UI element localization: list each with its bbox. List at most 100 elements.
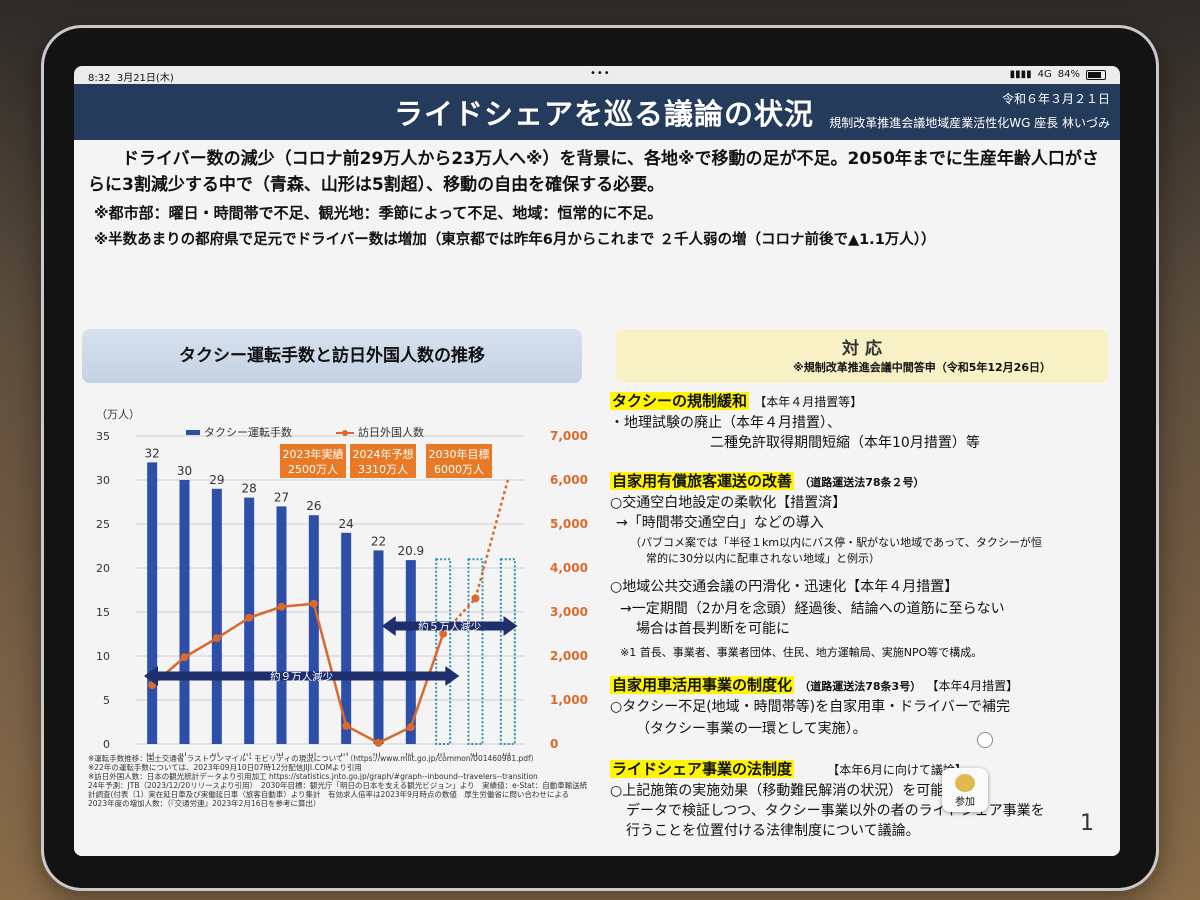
visitor-point (342, 721, 351, 730)
x-tick-label: 2020年 (338, 752, 352, 756)
bar-label: 27 (274, 490, 289, 504)
arrow-label: 約５万人減少 (418, 620, 481, 633)
x-tick-label: 2025年 (500, 752, 514, 756)
taxi-driver-visitor-chart: （万人） 0 5 10 15 20 25 30 35 0 1,000 2,000 3,000 4,000 5… (96, 408, 588, 756)
section-private-car: 自家用車活用事業の制度化 （道路運送法78条3号） 【本年4月措置】 (610, 674, 1018, 695)
bar-2015年 (179, 480, 190, 744)
zoom-join-button[interactable]: 参加 (942, 768, 988, 812)
visitor-point (471, 594, 480, 603)
y-tick-right: 0 (550, 737, 558, 751)
text-line: 二種免許取得期間短縮（本年10月措置）等 (710, 435, 980, 451)
zoom-hand-icon (955, 774, 975, 792)
footnote-line: 計調査(付表（1）実在延日車及び実働延日車（旅客自動車）より集計 有効求人倍率は… (88, 790, 570, 799)
callout-line: 6000万人 (434, 463, 484, 476)
visitor-point (406, 723, 415, 732)
bar-2014年 (147, 462, 158, 744)
bar-label: 24 (339, 517, 354, 531)
text-line: （パブコメ案では「半径１km以内にバス停・駅がない地域であって、タクシーが恒 (630, 536, 1042, 549)
bar-label: 22 (371, 534, 386, 548)
visitor-point (309, 599, 318, 608)
y-tick-left: 10 (96, 650, 110, 663)
projected-bar-2024年 (467, 558, 484, 745)
callout-box (350, 444, 416, 478)
callout-line: 2500万人 (288, 463, 338, 476)
bar-2016年 (211, 488, 222, 744)
arrow-label: 約９万人減少 (270, 670, 333, 683)
section-rideshare-law: ライドシェア事業の法制度 【本年6月に向けて議論】 (610, 758, 967, 779)
y-tick-right: 5,000 (550, 517, 588, 531)
bar-2020年 (341, 532, 352, 744)
callout-line: 3310万人 (358, 463, 408, 476)
legend-swatch-bars (186, 430, 200, 435)
text-line: 常的に30分以内に配車されない地域」と例示） (646, 552, 880, 565)
text-line: ○上記施策の実施効果（移動難民解消の状況）を可能な限り (610, 783, 987, 799)
page-number: 1 (1080, 811, 1094, 836)
text-line: 行うことを位置付ける法律制度について議論。 (626, 823, 920, 839)
y-tick-left: 0 (103, 738, 110, 751)
visitor-point (277, 602, 286, 611)
bar-label: 32 (145, 446, 160, 460)
footnote-line: ※訪日外国人数：日本の観光統計データより引用加工 https://statist… (88, 772, 538, 781)
text-line: ※1 首長、事業者、事業者団体、住民、地方運輸局、実施NPO等で構成。 (620, 646, 983, 659)
y-tick-left: 30 (96, 474, 110, 487)
y-tick-right: 7,000 (550, 429, 588, 443)
tablet-screen: 8:32 3月21日(木) ••• ▮▮▮▮ 4G 84% ライドシェアを巡る議… (74, 66, 1120, 856)
callout-box (426, 444, 492, 478)
y-tick-left: 35 (96, 430, 110, 443)
y-tick-left: 25 (96, 518, 110, 531)
zoom-join-label: 参加 (955, 797, 975, 808)
slide-title: ライドシェアを巡る議論の状況 (394, 97, 815, 131)
footnote-line: 2023年度の増加人数：（『交通労連』2023年2月16日を参考に算出） (88, 799, 321, 808)
date-text: 3月21日(木) (116, 73, 174, 84)
x-tick-label: 2018年 (274, 752, 288, 756)
arrow-head-right (445, 666, 460, 686)
visitor-point (245, 613, 254, 622)
bar-2018年 (276, 506, 287, 744)
note-2: ※半数あまりの都府県で足元でドライバー数は増加（東京都では昨年6月からこれまで … (94, 232, 936, 248)
visitor-point (439, 629, 448, 638)
y-tick-left: 20 (96, 562, 110, 575)
callout-box (280, 444, 346, 478)
bar-label: 28 (242, 482, 257, 496)
pointer-handle[interactable] (977, 732, 993, 748)
x-tick-label: 2023年 (435, 752, 449, 756)
x-tick-label: 2024年 (468, 752, 482, 756)
section-tag: （道路運送法78条２号） (799, 476, 925, 489)
text-line: 場合は首長判断を可能に (636, 621, 790, 637)
text-line: →一定期間（2か月を念頭）経過後、結論への道筋に至らない (620, 601, 1005, 617)
visitor-line (151, 602, 445, 745)
section-tag: 【本年４月措置等】 (754, 395, 863, 409)
chart-panel-title: タクシー運転手数と訪日外国人数の推移 (82, 329, 582, 383)
arrow-head-left (144, 666, 158, 686)
arrow-head-left (381, 616, 396, 636)
footnote-line: ※22年の運転手数については、2023年09月10日07時12分配信JIJI.C… (88, 763, 362, 772)
x-tick-label: 2014年 (144, 752, 158, 756)
section-tag: 【本年6月に向けて議論】 (827, 763, 967, 777)
footnote-line: 24年予測：JTB（2023/12/20リリースより引用） 2030年目標：観光… (88, 781, 588, 790)
response-panel-subtitle: ※規制改革推進会議中間答申（令和5年12月26日） (793, 361, 1051, 374)
lead-paragraph: ドライバー数の減少（コロナ前29万人から23万人へ※）を背景に、各地※で移動の足… (88, 149, 1099, 195)
section-tag: （道路運送法78条3号） (799, 680, 922, 693)
text-line: ○交通空白地設定の柔軟化【措置済】 (610, 495, 847, 511)
footnote-line: ※運転手数推移：国土交通省 ラストワンマイル・モビリティの現況について （htt… (88, 754, 539, 763)
section-paid-transport: 自家用有償旅客運送の改善 （道路運送法78条２号） (610, 470, 925, 491)
text-line: ・地理試験の廃止（本年４月措置）、 (610, 415, 841, 431)
signal-icon: ▮▮▮▮ (1009, 69, 1032, 80)
slide-title-bar: ライドシェアを巡る議論の状況 令和６年３月２１日 規制改革推進会議地域産業活性化… (74, 84, 1120, 140)
bar-label: 20.9 (397, 544, 424, 558)
x-tick-label: 2017年 (241, 752, 255, 756)
projected-bar-2025年 (499, 558, 516, 745)
slide: ライドシェアを巡る議論の状況 令和６年３月２１日 規制改革推進会議地域産業活性化… (74, 84, 1120, 856)
section-title: 自家用車活用事業の制度化 (610, 676, 795, 694)
y-tick-right: 1,000 (550, 693, 588, 707)
section-tag: 【本年4月措置】 (926, 679, 1019, 693)
legend-label-line: 訪日外国人数 (358, 425, 424, 439)
multitask-dots-icon[interactable]: ••• (590, 68, 611, 79)
chart-footnotes: ※運転手数推移：国土交通省 ラストワンマイル・モビリティの現況について （htt… (88, 754, 608, 808)
status-time: 8:32 3月21日(木) (88, 69, 174, 84)
text-line: データで検証しつつ、タクシー事業以外の者のライドシェア事業を (626, 803, 1045, 819)
text-line: ○地域公共交通会議の円滑化・迅速化【本年４月措置】 (610, 579, 959, 595)
x-tick-label: 2015年 (177, 752, 191, 756)
x-tick-label: 2016年 (209, 752, 223, 756)
section-title: ライドシェア事業の法制度 (610, 760, 795, 778)
